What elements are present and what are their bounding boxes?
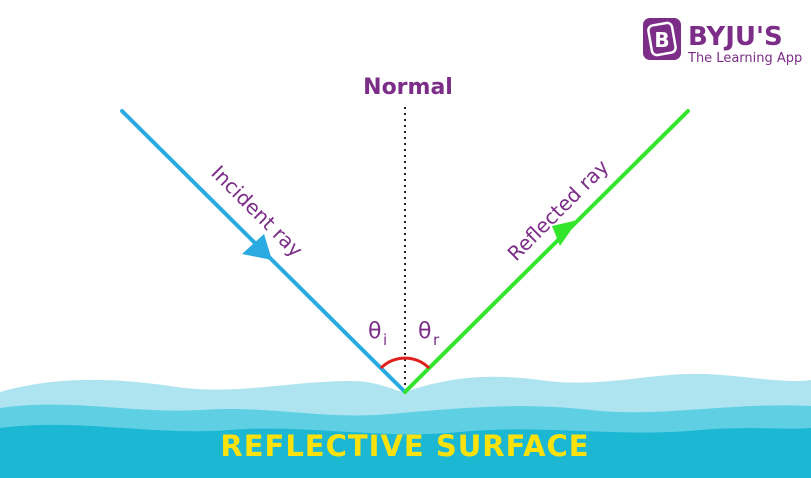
surface-label: REFLECTIVE SURFACE — [220, 429, 589, 463]
svg-text:θ: θ — [418, 319, 431, 344]
reflected-ray-label: Reflected ray — [503, 155, 614, 266]
water-layer-dark — [0, 424, 811, 478]
brand-tagline: The Learning App — [687, 51, 802, 66]
svg-text:B: B — [654, 28, 669, 52]
brand-name: BYJU'S — [688, 22, 783, 52]
svg-text:θ: θ — [368, 319, 381, 344]
reflective-surface: REFLECTIVE SURFACE — [0, 373, 811, 478]
brand-logo: B BYJU'S The Learning App — [643, 18, 802, 66]
reflected-ray — [403, 109, 690, 394]
normal-label: Normal — [363, 75, 453, 100]
incident-ray-arrow — [242, 234, 272, 260]
angle-arc — [379, 356, 431, 370]
theta-incident-label: θ i — [368, 319, 387, 349]
svg-text:r: r — [433, 331, 440, 349]
svg-text:i: i — [383, 331, 387, 349]
theta-reflected-label: θ r — [418, 319, 440, 349]
brand-logo-mark: B — [643, 18, 681, 60]
reflected-ray-arrow — [552, 220, 578, 246]
